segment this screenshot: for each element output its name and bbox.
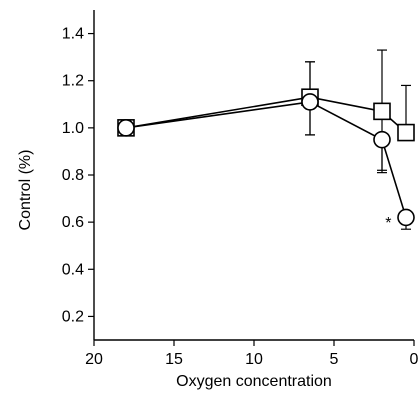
y-tick-label: 0.4 bbox=[62, 261, 84, 278]
x-tick-label: 0 bbox=[410, 351, 419, 368]
y-tick-label: 1.4 bbox=[62, 26, 84, 43]
x-tick-label: 10 bbox=[245, 351, 263, 368]
y-tick-label: 0.2 bbox=[62, 308, 84, 325]
axes bbox=[88, 10, 415, 346]
x-tick-label: 5 bbox=[330, 351, 339, 368]
error-bars bbox=[305, 49, 411, 230]
x-tick-label: 20 bbox=[85, 351, 103, 368]
y-axis-label: Control (%) bbox=[17, 150, 34, 231]
y-tick-label: 1.2 bbox=[62, 73, 84, 90]
series-line-circle bbox=[125, 101, 407, 218]
square-marker bbox=[397, 123, 415, 142]
y-tick-label: 1.0 bbox=[62, 120, 84, 137]
significance-asterisk: * bbox=[385, 215, 391, 232]
circle-marker bbox=[301, 93, 319, 111]
y-tick-label: 0.8 bbox=[62, 167, 84, 184]
x-axis-label: Oxygen concentration bbox=[176, 373, 332, 390]
square-marker bbox=[373, 102, 391, 121]
x-tick-label: 15 bbox=[165, 351, 183, 368]
circle-marker bbox=[373, 130, 391, 149]
series-lines bbox=[125, 96, 407, 218]
labels: 0.2 0.4 0.6 0.8 1.0 1.2 1.4 20 15 10 5 0 Oxygen conc… bbox=[17, 26, 419, 390]
circle-marker bbox=[117, 119, 135, 137]
circle-marker bbox=[397, 208, 415, 227]
series-line-square bbox=[125, 96, 407, 134]
y-tick-label: 0.6 bbox=[62, 214, 84, 231]
series-markers bbox=[117, 88, 415, 227]
